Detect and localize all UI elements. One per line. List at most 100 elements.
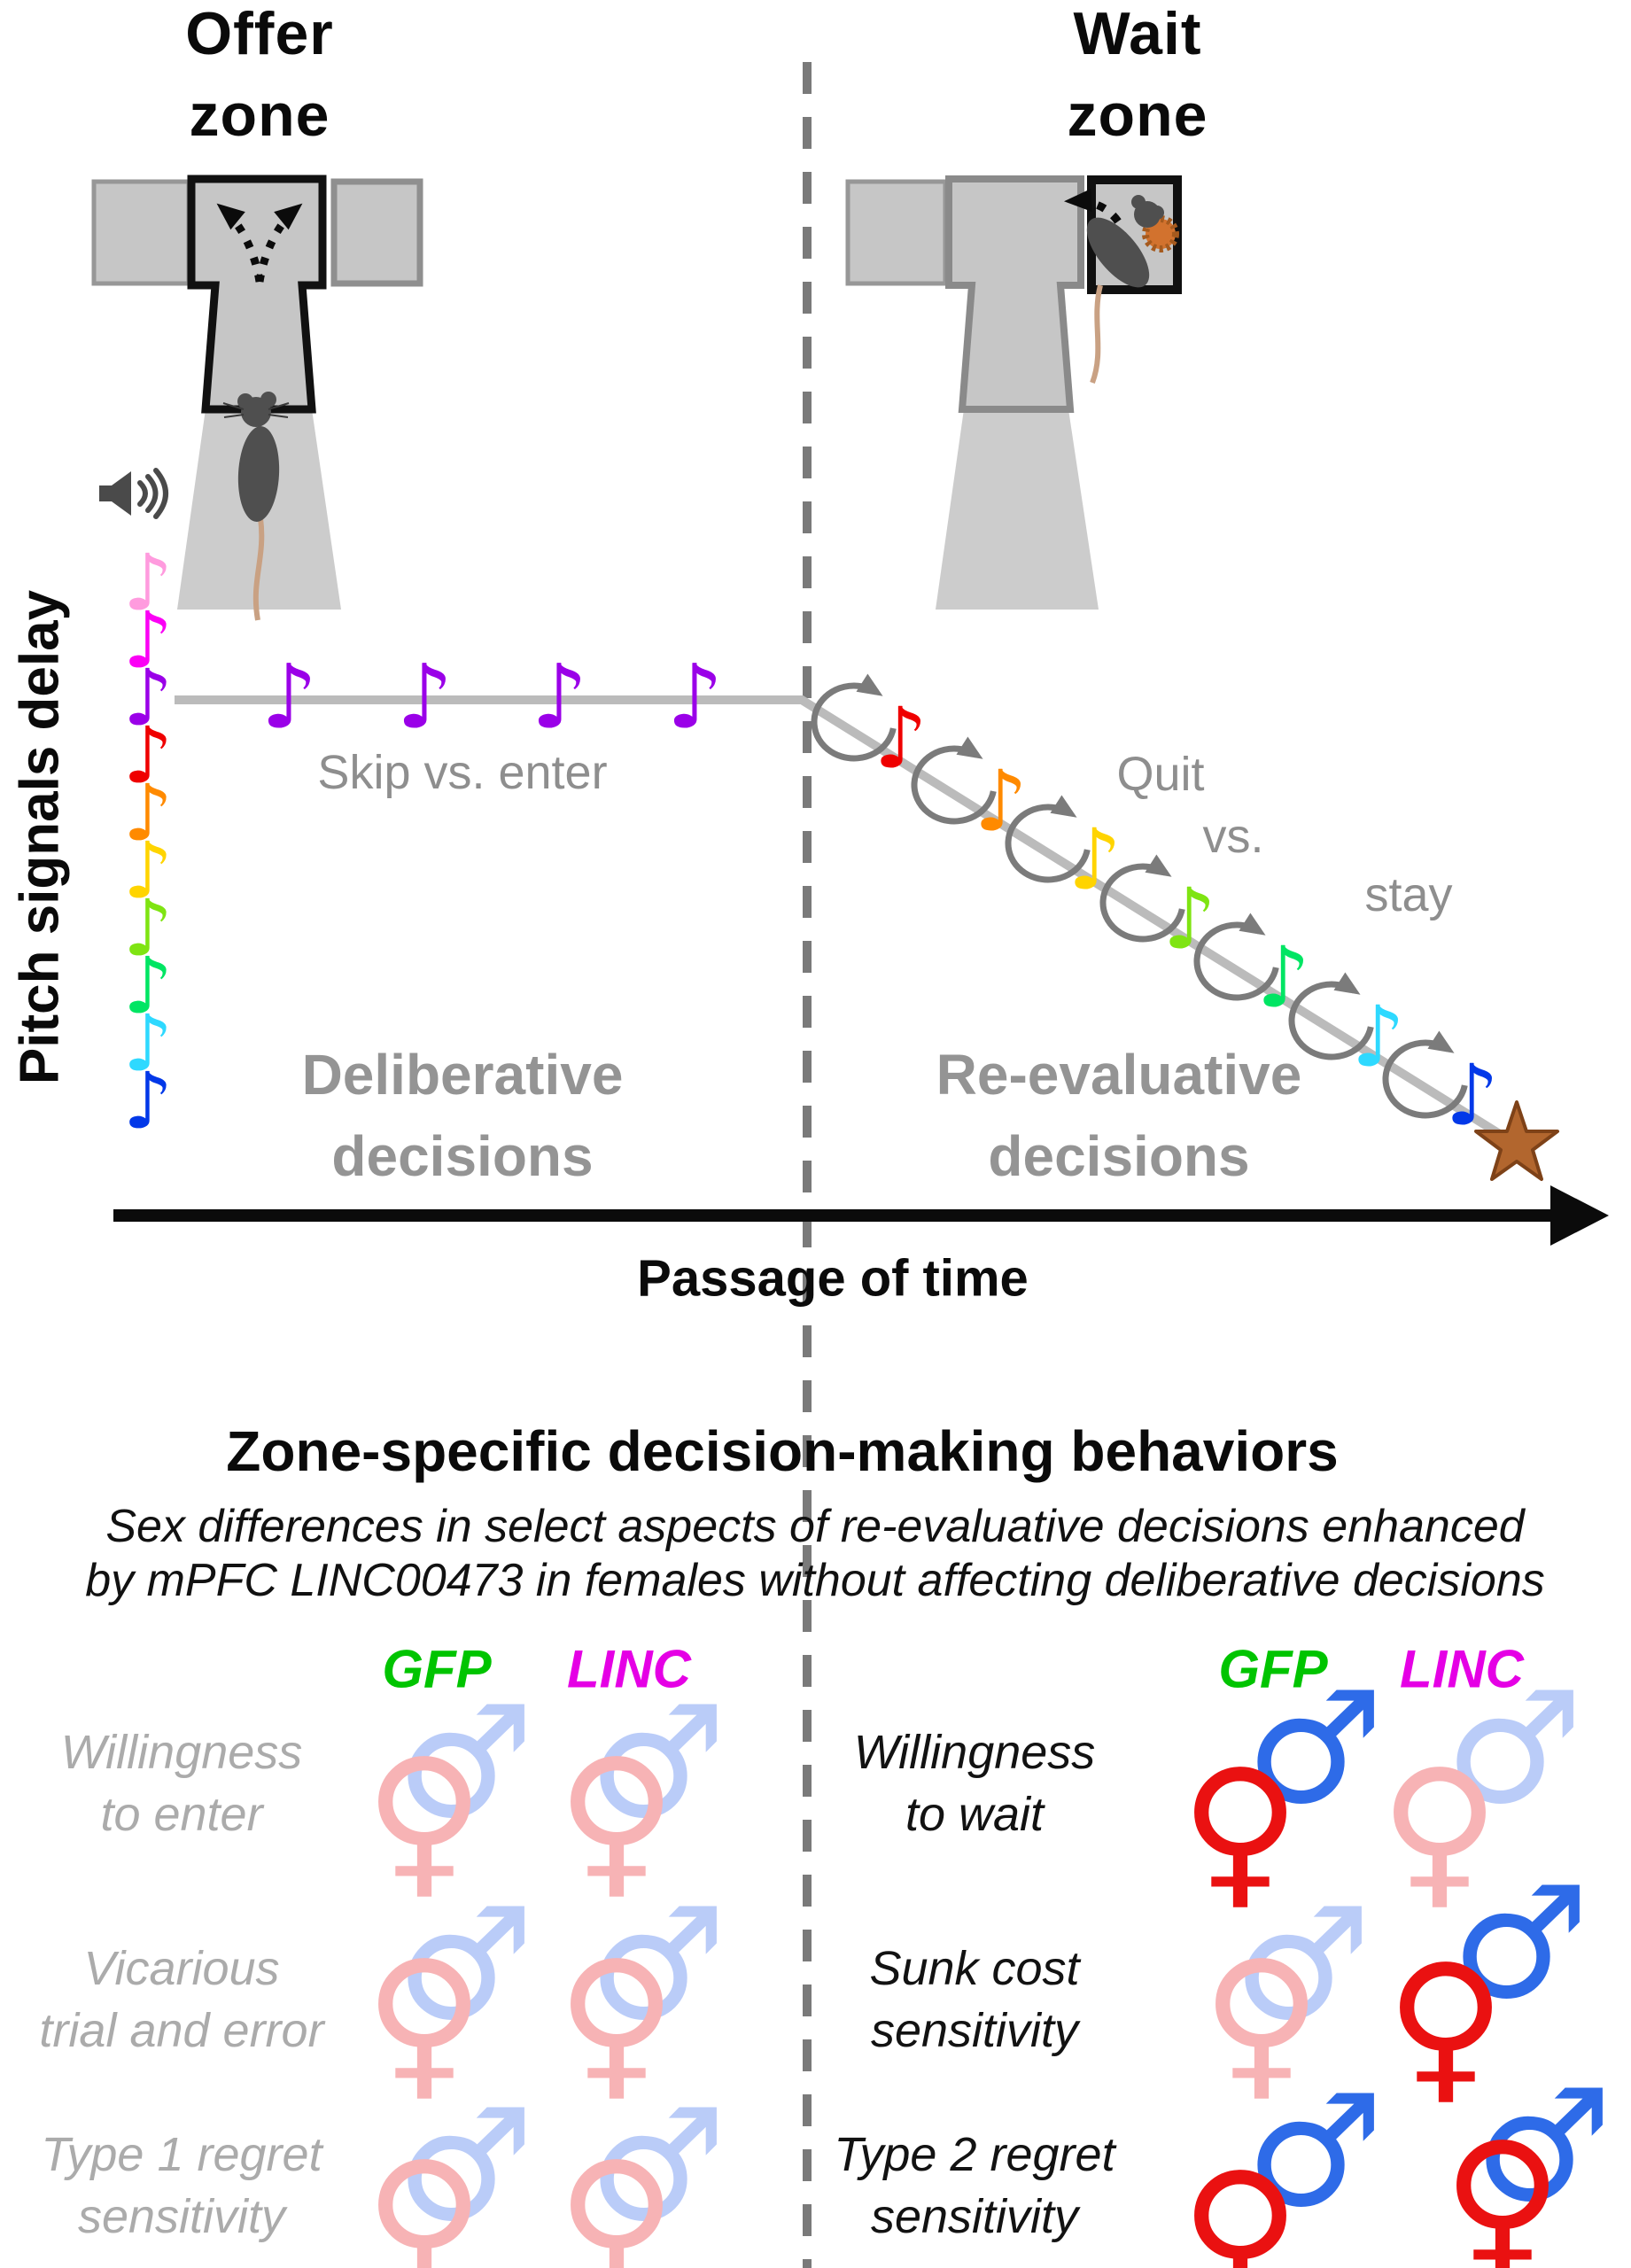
offer-zone-title-line1: Offer [185,0,334,67]
passage-of-time-arrow [113,1185,1609,1246]
behavior-row-label: Vicarious [83,1942,280,1995]
speaker-icon [99,468,168,519]
offer-tone-note: ♪ [260,645,318,749]
wait-decision-stay: stay [1364,868,1453,921]
reevaluation-loop-arrow [1193,913,1279,1001]
behavior-row-label: Sunk cost [869,1942,1080,1995]
offer-phase-line1: Deliberative [301,1043,624,1107]
male-symbol-pale: ♂ [395,1875,535,2055]
offer-zone-title-line2: zone [189,82,330,149]
wait-decision-vs: vs. [1202,810,1264,863]
pitch-scale-note: ♪ [122,651,173,743]
female-symbol-pale: ♀ [364,2126,485,2268]
pitch-scale-note: ♪ [122,594,173,686]
column-header-gfp-wait: GFP [1218,1639,1328,1699]
column-header-gfp-offer: GFP [382,1639,492,1699]
offer-maze [91,175,423,621]
wait-tone-note: ♪ [1445,1047,1500,1146]
female-symbol-bright: ♀ [1180,1734,1301,1926]
offer-zone-outline [187,175,327,414]
behavior-row-label: Willingness [60,1726,303,1779]
wait-maze-left-arm [845,179,948,286]
behavior-row-label: Type 2 regret [834,2128,1115,2181]
offer-phase-line2: decisions [331,1124,594,1188]
behavior-row-label: sensitivity [870,2190,1079,2243]
offer-decision-label: Skip vs. enter [317,746,608,799]
behavior-subtitle-line2: by mPFC LINC00473 in females without aff… [85,1555,1545,1606]
wait-decision-quit: Quit [1116,748,1205,801]
column-header-linc-wait: LINC [1400,1639,1524,1699]
male-symbol-pale: ♂ [395,1673,535,1853]
reevaluation-loops [811,673,1468,1119]
behavior-subtitle-line1: Sex differences in select aspects of re-… [105,1501,1525,1552]
delay-timeline [175,695,1519,1149]
pitch-scale-note: ♪ [122,536,173,628]
pitch-scale-note: ♪ [122,882,173,974]
offer-maze-left-arm [91,179,191,286]
offer-maze-right-arm [330,178,423,287]
pitch-scale-note: ♪ [122,766,173,858]
wait-tone-note: ♪ [1351,989,1406,1087]
reevaluation-loop-arrow [1288,972,1374,1060]
reevaluation-loop-arrow [911,736,997,825]
female-symbol-pale: ♀ [1379,1734,1500,1926]
wait-zone-title-line2: zone [1067,82,1208,149]
offer-tone-note: ♪ [531,645,588,749]
wait-tone-note: ♪ [874,690,928,788]
pitch-scale-note: ♪ [122,1054,173,1146]
male-symbol-bright: ♂ [1450,1853,1590,2034]
wait-tone-note: ♪ [1068,812,1122,910]
reevaluation-loop-arrow [1382,1030,1468,1119]
wait-maze-entry-flare [936,409,1099,610]
rat-tail [252,517,265,621]
reevaluation-loop-arrow [1005,795,1091,883]
behavior-row-label: Willingness [853,1726,1096,1779]
male-symbol-bright: ♂ [1245,2062,1385,2242]
wait-tone-note: ♪ [974,753,1029,851]
reevaluation-loop-arrow [1099,854,1185,943]
male-symbol-pale: ♂ [587,1673,727,1853]
wait-tone-note: ♪ [1162,871,1217,969]
behavior-row-label: Type 1 regret [41,2128,322,2181]
pitch-scale-note: ♪ [122,939,173,1031]
skip-enter-left-arrow [216,203,264,283]
wait-zone-title-line1: Wait [1073,0,1202,67]
rat-tail [1090,284,1103,384]
female-symbol-pale: ♀ [364,1925,485,2117]
skip-enter-right-arrow [255,203,303,283]
female-symbol-pale: ♀ [364,1723,485,1915]
female-symbol-pale: ♀ [1201,1925,1322,2117]
male-symbol-pale: ♂ [395,2076,535,2256]
pitch-scale-note: ♪ [122,824,173,916]
female-symbol-pale: ♀ [556,1925,677,2117]
pitch-scale-note: ♪ [122,709,173,801]
female-symbol-bright: ♀ [1442,2107,1563,2268]
behavior-title: Zone-specific decision-making behaviors [226,1419,1339,1483]
behavior-row-label: sensitivity [77,2190,286,2243]
pitch-scale-note: ♪ [122,997,173,1089]
y-axis-label: Pitch signals delay [9,589,71,1085]
offer-tone-note: ♪ [396,645,454,749]
wait-tone-note: ♪ [1256,929,1311,1028]
male-symbol-pale: ♂ [1232,1875,1372,2055]
behavior-row-label: trial and error [39,2004,324,2057]
male-symbol-bright: ♂ [1245,1658,1385,1839]
rat-wait [1086,195,1164,384]
wait-maze-center [945,175,1084,413]
reevaluation-loop-arrow [811,673,897,762]
wait-phase-line2: decisions [988,1124,1250,1188]
behavior-row-label: to wait [905,1788,1045,1841]
male-symbol-bright: ♂ [1473,2056,1613,2237]
column-header-linc-offer: LINC [567,1639,691,1699]
behavior-row-label: sensitivity [870,2004,1079,2057]
female-symbol-bright: ♀ [1180,2137,1301,2268]
female-symbol-bright: ♀ [1386,1929,1506,2121]
female-symbol-pale: ♀ [556,2126,677,2268]
reward-star [1474,1100,1559,1181]
quit-arrow [1064,189,1122,224]
x-axis-label: Passage of time [637,1249,1029,1308]
wait-phase-line1: Re-evaluative [936,1043,1302,1107]
male-symbol-pale: ♂ [587,2076,727,2256]
